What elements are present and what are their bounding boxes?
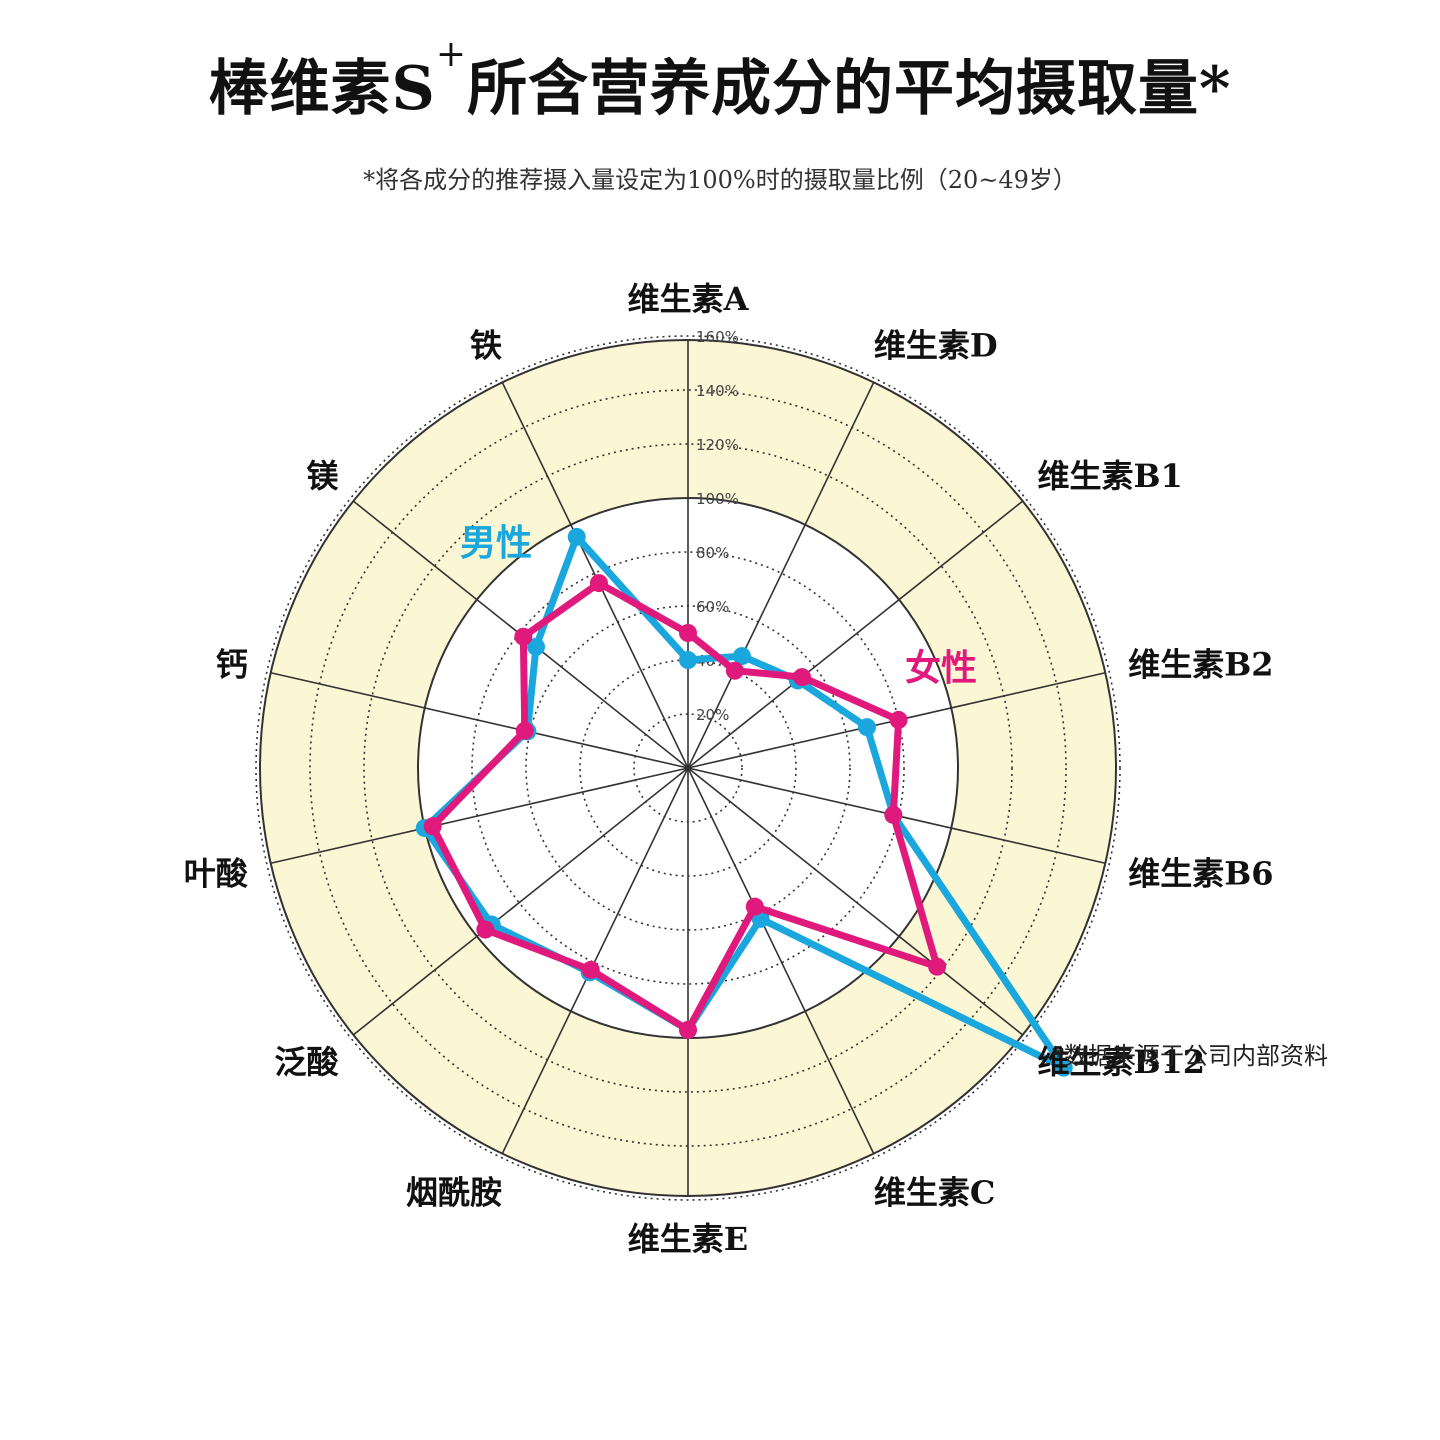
- legend-label-female: 女性: [905, 648, 977, 689]
- data-point: [423, 817, 442, 836]
- spoke-line: [501, 767, 689, 1154]
- tick-label: 100%: [696, 490, 739, 508]
- chart-subtitle: *将各成分的推荐摄入量设定为100%时的摄取量比例（20~49岁）: [363, 166, 1077, 194]
- data-point: [745, 897, 764, 916]
- category-label: 钙: [216, 645, 248, 683]
- spoke-line: [687, 382, 875, 769]
- category-label: 维生素B1: [1037, 457, 1182, 495]
- data-point: [476, 920, 495, 939]
- legend-label-male: 男性: [460, 523, 532, 564]
- radar-grid: [255, 335, 1121, 1201]
- data-point: [884, 805, 903, 824]
- data-point: [514, 627, 533, 646]
- category-label: 镁: [307, 457, 339, 495]
- data-point: [679, 1020, 697, 1039]
- data-point: [679, 651, 697, 669]
- category-label: 泛酸: [275, 1043, 340, 1081]
- spoke-line: [687, 767, 875, 1154]
- data-point: [515, 721, 534, 740]
- grid-ring: [309, 389, 1067, 1147]
- tick-label: 120%: [696, 436, 739, 454]
- data-point: [679, 624, 697, 642]
- tick-label: 80%: [696, 544, 729, 562]
- category-label: 维生素B12: [1037, 1043, 1205, 1081]
- category-label: 维生素D: [874, 327, 998, 365]
- data-point: [732, 647, 751, 666]
- spoke-line: [687, 500, 1024, 769]
- tick-label: 60%: [696, 598, 729, 616]
- category-label: 维生素A: [628, 280, 750, 318]
- grid-ring: [255, 335, 1121, 1201]
- category-label: 铁: [470, 327, 502, 365]
- category-label: 维生素E: [628, 1220, 748, 1258]
- data-point: [792, 668, 811, 687]
- spoke-line: [687, 767, 1024, 1036]
- grid-ring: [471, 551, 905, 985]
- spoke-line: [270, 767, 689, 865]
- data-point: [527, 637, 546, 656]
- category-label: 维生素C: [874, 1173, 995, 1211]
- grid-ring: [363, 443, 1013, 1093]
- tick-label: 160%: [696, 328, 739, 346]
- data-point: [567, 527, 586, 546]
- data-point: [857, 718, 876, 737]
- category-labels: 维生素A 维生素D 维生素B1 维生素B2 维生素B6 维生素B12 维生素C 维生素E 烟酰胺…: [184, 280, 1274, 1258]
- data-point: [581, 960, 600, 979]
- data-point: [889, 710, 908, 729]
- data-point: [928, 957, 947, 976]
- source-note: *数据来源于公司内部资料: [1052, 1042, 1328, 1070]
- spoke-line: [352, 767, 689, 1036]
- category-label: 叶酸: [184, 855, 249, 893]
- data-point: [1054, 1058, 1073, 1077]
- series-layer: [415, 527, 1073, 1077]
- data-point: [589, 574, 608, 593]
- category-label: 烟酰胺: [406, 1173, 502, 1211]
- tick-label: 20%: [696, 706, 729, 724]
- data-point: [725, 661, 744, 680]
- page-title: 棒维素S+所含营养成分的平均摄取量*: [208, 34, 1232, 124]
- spoke-line: [270, 671, 689, 769]
- tick-label: 140%: [696, 382, 739, 400]
- category-label: 维生素B2: [1128, 645, 1273, 683]
- category-label: 维生素B6: [1128, 855, 1273, 893]
